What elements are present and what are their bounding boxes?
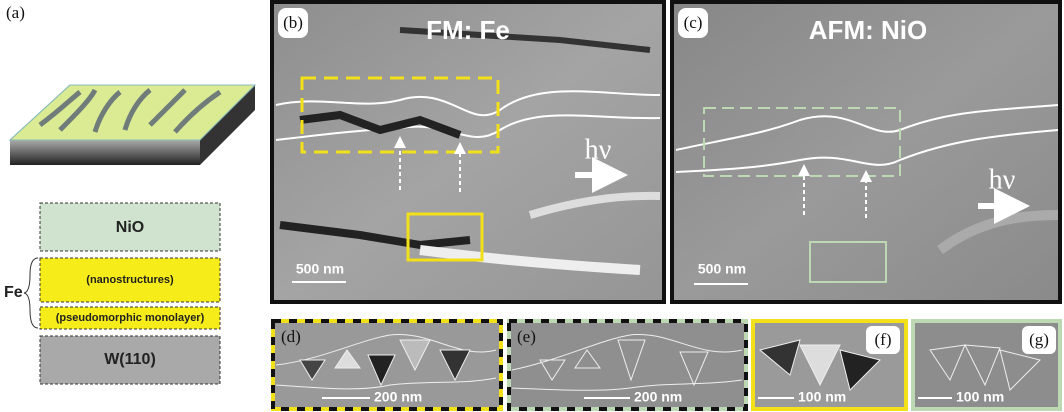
- figure: (a) NiO (nanostructures) (pseudomorphic …: [0, 0, 1064, 412]
- panel-label: (b): [283, 13, 303, 32]
- scale-bar-label: 200 nm: [634, 389, 682, 405]
- panel-label: (c): [684, 13, 703, 32]
- panel-label: (f): [875, 330, 892, 349]
- panel-label: (g): [1029, 330, 1049, 349]
- panel-label: (e): [517, 327, 536, 346]
- photon-label: hν: [585, 134, 612, 165]
- scale-bar-label: 500 nm: [698, 261, 746, 277]
- panel-label: (a): [6, 3, 25, 22]
- image-panel: [672, 2, 1060, 302]
- layer-text: NiO: [116, 219, 144, 236]
- photon-label: hν: [989, 164, 1016, 195]
- scale-bar-label: 100 nm: [956, 389, 1004, 405]
- panel-label: (d): [281, 327, 301, 346]
- fe-label: Fe: [4, 284, 23, 301]
- brace: [24, 258, 38, 328]
- scale-bar-label: 200 nm: [374, 389, 422, 405]
- scale-bar-label: 100 nm: [798, 389, 846, 405]
- image-panel: [509, 321, 746, 409]
- panel-title: FM: Fe: [426, 15, 510, 45]
- layer-text: (nanostructures): [86, 274, 174, 286]
- panel-title: AFM: NiO: [809, 15, 927, 45]
- layer-text: (pseudomorphic monolayer): [56, 312, 205, 324]
- scale-bar-label: 500 nm: [296, 261, 344, 277]
- layer-text: W(110): [104, 351, 156, 368]
- sample-3d: [10, 85, 255, 165]
